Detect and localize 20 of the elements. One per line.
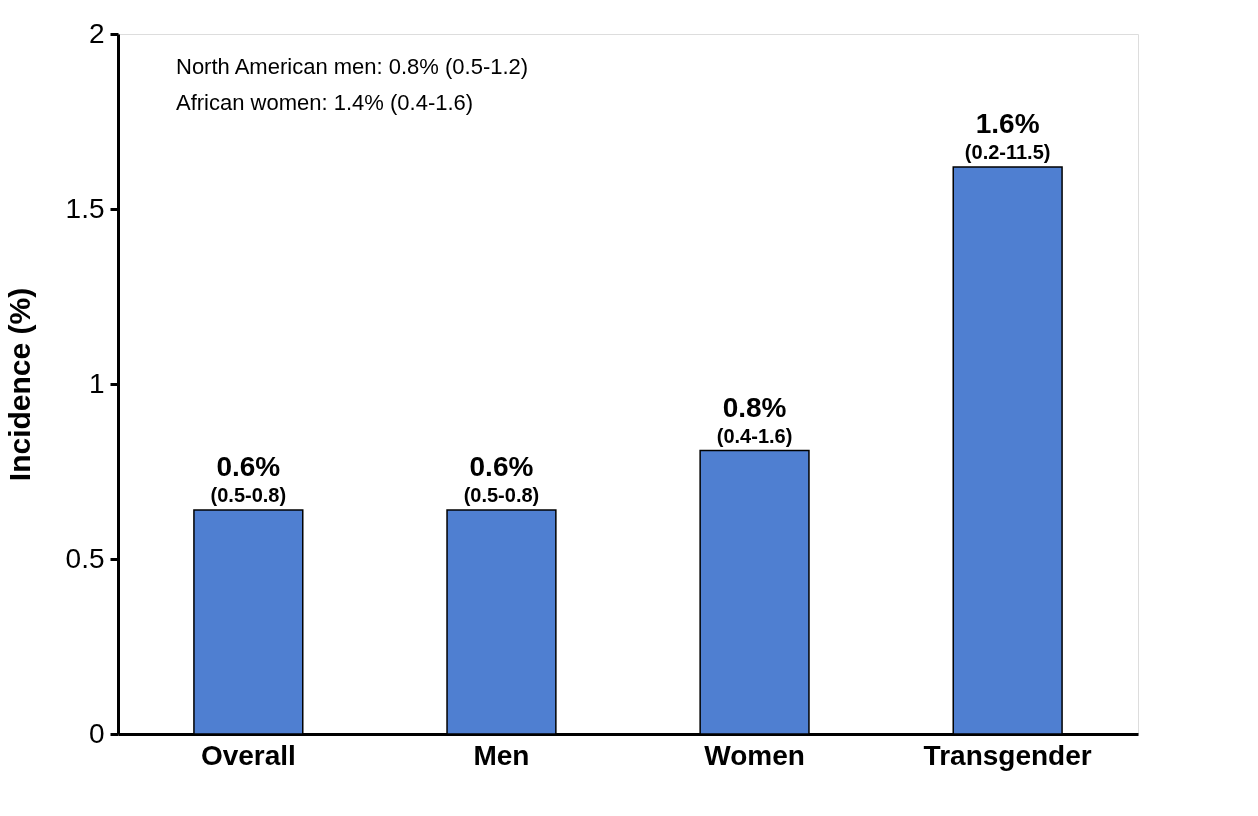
data-label: 0.6%	[469, 451, 534, 482]
x-tick-label: Overall	[200, 739, 296, 771]
y-tick-label: 0	[88, 717, 105, 749]
y-axis-title: Incidence (%)	[2, 287, 36, 482]
x-tick-label: Transgender	[923, 739, 1092, 771]
annotation: (0.5-0.8)	[210, 484, 287, 506]
data-label: 0.8%	[722, 391, 787, 423]
y-tick-label: 0.5	[65, 542, 105, 574]
annotation: African women: 1.4% (0.4-1.6)	[176, 90, 474, 115]
annotation: (0.5-0.8)	[463, 484, 540, 506]
annotation: (0.4-1.6)	[716, 424, 793, 447]
y-tick-label: 1.5	[65, 192, 105, 224]
x-tick-label: Women	[704, 739, 805, 771]
data-label: 0.6%	[216, 451, 281, 482]
y-tick-label: 2	[88, 17, 105, 49]
annotation: (0.2-11.5)	[964, 141, 1051, 163]
x-tick-label: Men	[473, 739, 530, 771]
annotation: North American men: 0.8% (0.5-1.2)	[176, 54, 529, 79]
y-tick-label: 1	[88, 367, 105, 399]
data-label: 1.6%	[975, 108, 1040, 139]
